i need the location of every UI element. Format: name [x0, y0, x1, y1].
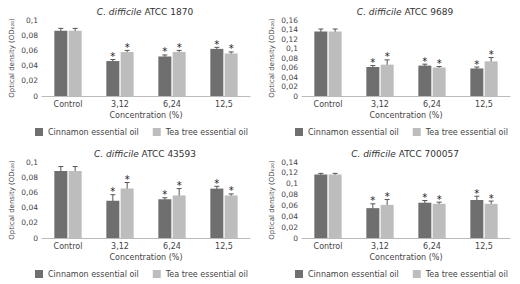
- svg-text:*: *: [385, 191, 390, 202]
- svg-text:0,14: 0,14: [281, 25, 298, 34]
- svg-text:0,06: 0,06: [281, 201, 298, 210]
- svg-text:0,08: 0,08: [281, 54, 298, 63]
- svg-text:Tea tree essential oil: Tea tree essential oil: [165, 270, 248, 279]
- svg-text:*: *: [437, 58, 442, 69]
- svg-text:Concentration (%): Concentration (%): [370, 111, 443, 120]
- svg-text:*: *: [110, 186, 115, 197]
- svg-text:*: *: [370, 57, 375, 68]
- svg-text:Cinnamon essential oil: Cinnamon essential oil: [308, 128, 399, 137]
- svg-text:6,24: 6,24: [163, 242, 181, 251]
- svg-text:Control: Control: [54, 100, 83, 109]
- svg-text:0,04: 0,04: [281, 73, 298, 82]
- svg-text:*: *: [162, 189, 167, 200]
- svg-text:Tea tree essential oil: Tea tree essential oil: [165, 128, 248, 137]
- svg-text:Tea tree essential oil: Tea tree essential oil: [425, 270, 508, 279]
- svg-text:0,02: 0,02: [21, 218, 38, 227]
- svg-text:3,12: 3,12: [371, 100, 389, 109]
- svg-text:Optical density (OD₆₂₀): Optical density (OD₆₂₀): [268, 160, 276, 240]
- svg-text:12,5: 12,5: [215, 242, 233, 251]
- svg-text:0,16: 0,16: [281, 16, 298, 25]
- svg-text:*: *: [229, 185, 234, 196]
- svg-text:0,06: 0,06: [281, 63, 298, 72]
- svg-text:0,04: 0,04: [21, 61, 38, 70]
- svg-text:Control: Control: [314, 242, 343, 251]
- svg-text:ATCC 1870: ATCC 1870: [142, 7, 194, 17]
- svg-text:Cinnamon essential oil: Cinnamon essential oil: [308, 270, 399, 279]
- svg-text:*: *: [422, 192, 427, 203]
- svg-text:Cinnamon essential oil: Cinnamon essential oil: [48, 270, 139, 279]
- svg-text:3,12: 3,12: [111, 242, 129, 251]
- svg-text:0,04: 0,04: [21, 203, 38, 212]
- svg-text:0,12: 0,12: [281, 168, 298, 177]
- svg-text:Concentration (%): Concentration (%): [110, 253, 183, 262]
- svg-text:Control: Control: [54, 242, 83, 251]
- svg-text:12,5: 12,5: [475, 242, 493, 251]
- svg-text:ATCC 700057: ATCC 700057: [396, 149, 459, 159]
- svg-text:*: *: [474, 188, 479, 199]
- svg-text:6,24: 6,24: [423, 100, 441, 109]
- svg-text:Concentration (%): Concentration (%): [110, 111, 183, 120]
- svg-text:*: *: [214, 178, 219, 189]
- svg-text:0,1: 0,1: [26, 158, 38, 167]
- svg-text:Tea tree essential oil: Tea tree essential oil: [425, 128, 508, 137]
- svg-text:*: *: [125, 174, 130, 185]
- svg-text:0,02: 0,02: [281, 223, 298, 232]
- svg-text:Optical density (OD₆₂₀): Optical density (OD₆₂₀): [268, 18, 276, 98]
- svg-text:*: *: [489, 193, 494, 204]
- svg-text:ATCC 9689: ATCC 9689: [402, 7, 454, 17]
- svg-text:0,1: 0,1: [286, 179, 298, 188]
- svg-text:*: *: [437, 194, 442, 205]
- svg-text:6,24: 6,24: [423, 242, 441, 251]
- svg-text:3,12: 3,12: [111, 100, 129, 109]
- svg-text:0: 0: [33, 92, 38, 101]
- svg-text:*: *: [489, 49, 494, 60]
- svg-text:C. difficile: C. difficile: [94, 149, 139, 159]
- svg-text:*: *: [214, 39, 219, 50]
- svg-text:3,12: 3,12: [371, 242, 389, 251]
- svg-text:Optical density (OD₆₂₀): Optical density (OD₆₂₀): [8, 18, 16, 98]
- svg-text:0,08: 0,08: [21, 173, 38, 182]
- svg-text:Control: Control: [314, 100, 343, 109]
- svg-text:*: *: [177, 42, 182, 53]
- svg-text:*: *: [177, 180, 182, 191]
- svg-text:0,02: 0,02: [281, 82, 298, 91]
- svg-text:*: *: [229, 43, 234, 54]
- svg-text:0,08: 0,08: [21, 31, 38, 40]
- svg-text:*: *: [110, 51, 115, 62]
- svg-text:0: 0: [33, 234, 38, 243]
- svg-text:0,02: 0,02: [21, 76, 38, 85]
- svg-text:C. difficile: C. difficile: [351, 149, 396, 159]
- svg-text:0,06: 0,06: [21, 188, 38, 197]
- svg-text:0,1: 0,1: [286, 44, 298, 53]
- svg-text:*: *: [385, 51, 390, 62]
- svg-text:12,5: 12,5: [215, 100, 233, 109]
- svg-text:0,14: 0,14: [281, 158, 298, 167]
- svg-text:Concentration (%): Concentration (%): [370, 253, 443, 262]
- svg-text:0,04: 0,04: [281, 212, 298, 221]
- svg-text:0,06: 0,06: [21, 46, 38, 55]
- svg-text:C. difficile: C. difficile: [97, 7, 142, 17]
- svg-text:0,1: 0,1: [26, 16, 38, 25]
- svg-text:12,5: 12,5: [475, 100, 493, 109]
- svg-text:C. difficile: C. difficile: [357, 7, 402, 17]
- svg-text:*: *: [162, 46, 167, 57]
- svg-text:0,12: 0,12: [281, 35, 298, 44]
- svg-text:*: *: [474, 59, 479, 70]
- svg-text:0: 0: [293, 92, 298, 101]
- svg-text:*: *: [125, 42, 130, 53]
- svg-text:0,08: 0,08: [281, 190, 298, 199]
- svg-text:Optical density (OD₆₂₀): Optical density (OD₆₂₀): [8, 160, 16, 240]
- svg-text:6,24: 6,24: [163, 100, 181, 109]
- svg-text:Cinnamon essential oil: Cinnamon essential oil: [48, 128, 139, 137]
- svg-text:*: *: [370, 195, 375, 206]
- svg-text:0: 0: [293, 234, 298, 243]
- svg-text:ATCC 43593: ATCC 43593: [139, 149, 196, 159]
- svg-text:*: *: [422, 56, 427, 67]
